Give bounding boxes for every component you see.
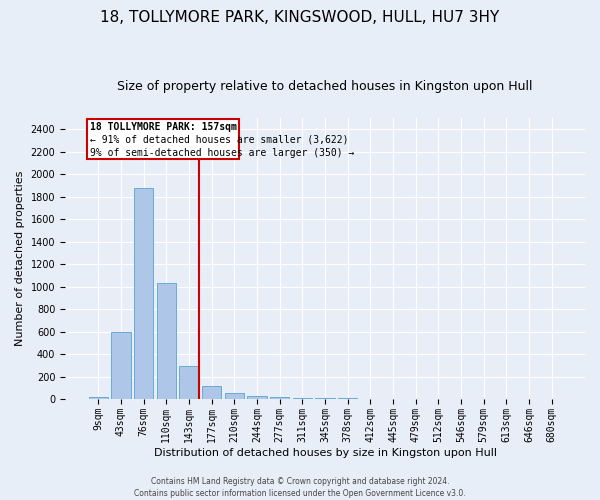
Bar bbox=[179, 366, 199, 399]
FancyBboxPatch shape bbox=[88, 119, 239, 160]
X-axis label: Distribution of detached houses by size in Kingston upon Hull: Distribution of detached houses by size … bbox=[154, 448, 497, 458]
Text: 18, TOLLYMORE PARK, KINGSWOOD, HULL, HU7 3HY: 18, TOLLYMORE PARK, KINGSWOOD, HULL, HU7… bbox=[100, 10, 500, 25]
Bar bbox=[247, 396, 266, 399]
Bar bbox=[338, 398, 358, 399]
Bar bbox=[112, 332, 131, 399]
Bar bbox=[224, 394, 244, 399]
Bar bbox=[316, 398, 335, 399]
Bar bbox=[270, 397, 289, 399]
Bar bbox=[202, 386, 221, 399]
Bar bbox=[134, 188, 153, 399]
Bar bbox=[293, 398, 312, 399]
Text: Contains HM Land Registry data © Crown copyright and database right 2024.
Contai: Contains HM Land Registry data © Crown c… bbox=[134, 476, 466, 498]
Text: 18 TOLLYMORE PARK: 157sqm: 18 TOLLYMORE PARK: 157sqm bbox=[90, 122, 236, 132]
Y-axis label: Number of detached properties: Number of detached properties bbox=[15, 170, 25, 346]
Bar bbox=[157, 283, 176, 399]
Text: ← 91% of detached houses are smaller (3,622): ← 91% of detached houses are smaller (3,… bbox=[89, 134, 348, 144]
Bar bbox=[89, 397, 108, 399]
Text: 9% of semi-detached houses are larger (350) →: 9% of semi-detached houses are larger (3… bbox=[89, 148, 354, 158]
Title: Size of property relative to detached houses in Kingston upon Hull: Size of property relative to detached ho… bbox=[117, 80, 533, 93]
